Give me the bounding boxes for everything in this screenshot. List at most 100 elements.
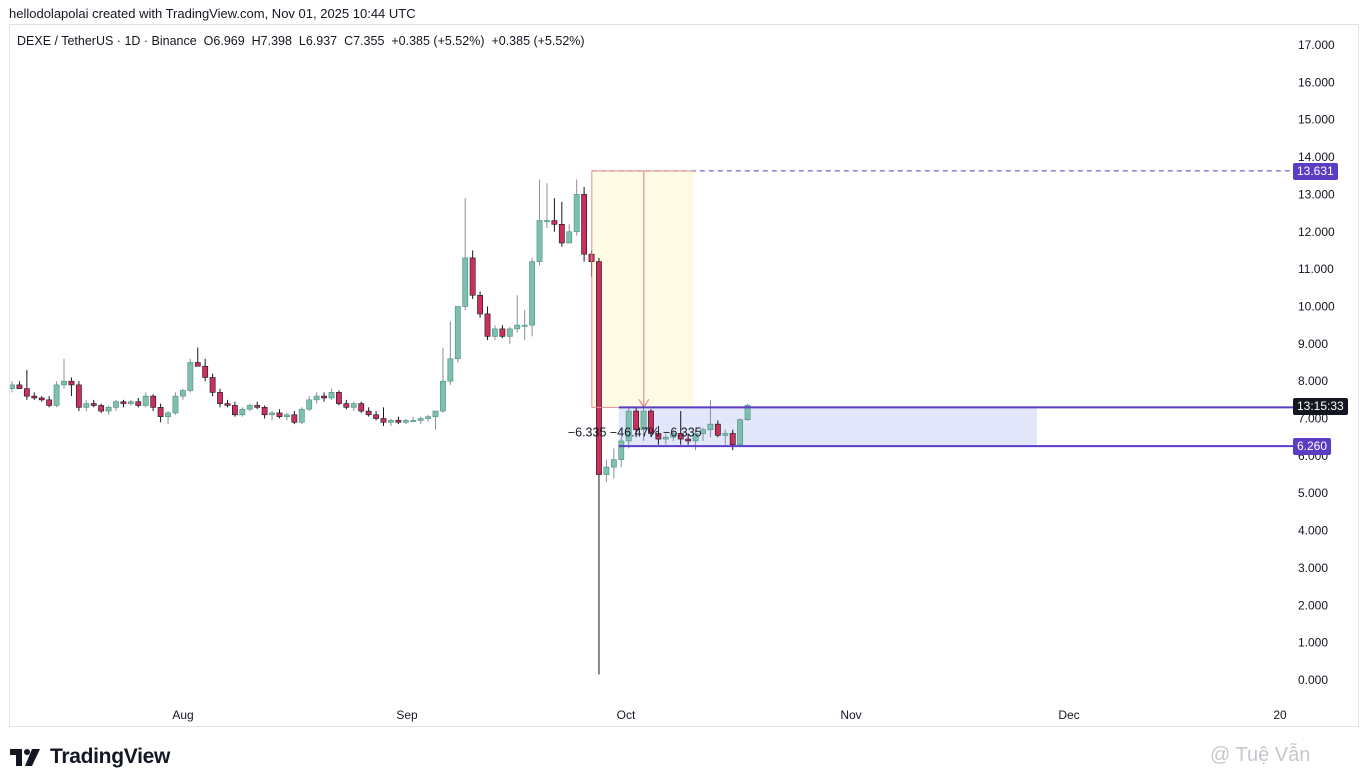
legend-symbol: DEXE / TetherUS · 1D · Binance (17, 34, 197, 48)
candle-up (239, 408, 246, 416)
candle-up (529, 261, 535, 326)
candle-up (700, 429, 706, 434)
candle-down (254, 405, 261, 408)
y-axis-tick-label: 9.000 (1298, 337, 1328, 351)
candle-down (380, 418, 387, 423)
candle-down (581, 194, 588, 255)
y-axis-tick-label: 13.000 (1298, 187, 1335, 201)
candle-up (313, 395, 320, 401)
y-axis-tick-label: 17.000 (1298, 38, 1335, 52)
candle-up (737, 419, 744, 445)
candle-up (514, 324, 521, 330)
x-axis-tick-label: 20 (1273, 708, 1287, 722)
chart-author-header: hellodolapolai created with TradingView.… (9, 6, 416, 21)
candle-down (499, 328, 506, 337)
candle-up (566, 231, 573, 244)
candle-up (692, 433, 699, 442)
candle-up (440, 380, 446, 412)
candle-down (23, 388, 30, 397)
y-axis-tick-label: 2.000 (1298, 598, 1328, 612)
y-axis-tick-label: 3.000 (1298, 561, 1328, 575)
candle-up (573, 194, 580, 233)
candle-up (603, 466, 610, 475)
price-tag-bottom-level: 6.260 (1293, 438, 1332, 455)
candle-up (521, 324, 528, 327)
candle-down (336, 392, 342, 404)
candle-up (707, 423, 714, 431)
candle-down (194, 362, 201, 367)
tradingview-logo[interactable]: TradingView (10, 745, 170, 769)
candle-down (321, 395, 327, 399)
candle-down (46, 399, 53, 406)
candle-down (120, 401, 127, 404)
y-axis-tick-label: 14.000 (1298, 150, 1335, 164)
candle-up (83, 403, 90, 408)
candle-up (447, 358, 454, 382)
candle-up (61, 380, 67, 386)
candle-down (358, 403, 365, 412)
legend-high: H7.398 (251, 34, 292, 48)
candle-down (469, 257, 476, 296)
candle-down (558, 223, 565, 244)
candle-down (291, 414, 298, 423)
candle-up (269, 412, 275, 416)
candle-down (395, 420, 402, 423)
candle-up (454, 306, 461, 360)
candle-down (209, 377, 216, 393)
candle-down (217, 392, 223, 404)
candle-down (202, 365, 209, 378)
chart-frame[interactable]: −6.335 −46.47% −6.335 0.000 1.000 2.000 3.0… (9, 24, 1359, 727)
candle-down (477, 294, 483, 315)
candle-up (462, 257, 469, 307)
candle-down (685, 438, 692, 442)
author-watermark: @ Tuệ Vẫn (1210, 744, 1311, 766)
measure-highlight-box (591, 170, 694, 408)
x-axis-tick-label: Oct (617, 708, 636, 722)
y-axis-tick-label: 15.000 (1298, 113, 1335, 127)
candle-down (373, 414, 379, 419)
candle-down (157, 407, 164, 417)
x-axis-tick-label: Nov (840, 708, 861, 722)
candlestick-chart[interactable]: −6.335 −46.47% −6.335 0.000 1.000 2.000 3.0… (10, 25, 1360, 728)
y-axis-tick-label: 11.000 (1298, 262, 1334, 276)
candle-down (551, 220, 558, 225)
y-axis-tick-label: 8.000 (1298, 374, 1328, 388)
candle-up (544, 220, 550, 223)
candle-up (506, 328, 513, 337)
candle-up (105, 407, 112, 412)
candle-down (16, 384, 23, 389)
candle-up (432, 410, 439, 417)
candle-down (38, 397, 45, 401)
candle-up (113, 401, 119, 408)
candle-down (729, 433, 736, 445)
candle-up (662, 436, 669, 440)
candle-up (670, 433, 677, 438)
candle-up (298, 408, 305, 423)
candle-up (306, 399, 313, 410)
legend-close: C7.355 (344, 34, 385, 48)
y-axis-tick-label: 12.000 (1298, 225, 1335, 239)
x-axis-tick-label: Sep (396, 708, 418, 722)
candle-down (484, 313, 491, 337)
candle-up (142, 395, 149, 406)
candle-up (744, 404, 751, 420)
candle-down (68, 380, 75, 386)
candle-down (596, 261, 602, 475)
y-axis-tick-label: 7.000 (1298, 412, 1328, 426)
tradingview-logo-icon (10, 749, 40, 766)
legend-change-1: +0.385 (+5.52%) (391, 34, 485, 48)
candle-down (31, 395, 38, 399)
candle-down (633, 410, 640, 431)
tradingview-logo-text: TradingView (50, 745, 171, 768)
candle-down (224, 403, 231, 406)
candle-up (179, 390, 186, 397)
x-axis-tick-label: Aug (172, 708, 193, 722)
candle-up (722, 433, 729, 436)
legend-open: O6.969 (203, 34, 245, 48)
candle-down (276, 412, 283, 417)
x-axis-tick-label: Dec (1058, 708, 1079, 722)
candle-up (187, 362, 194, 391)
candle-up (53, 384, 60, 406)
candle-down (261, 407, 268, 416)
candle-up (492, 328, 498, 337)
